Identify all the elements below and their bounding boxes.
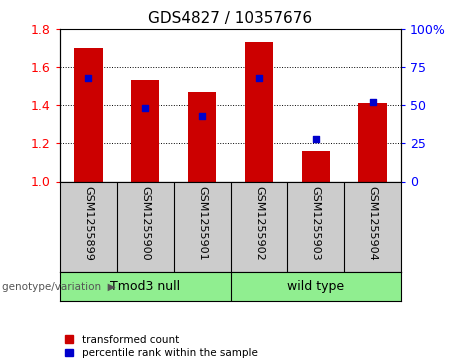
Bar — [131, 81, 160, 182]
Text: GSM1255904: GSM1255904 — [367, 186, 378, 261]
Point — [255, 75, 263, 81]
Point — [142, 105, 149, 111]
Text: wild type: wild type — [287, 280, 344, 293]
Title: GDS4827 / 10357676: GDS4827 / 10357676 — [148, 12, 313, 26]
Bar — [188, 92, 216, 182]
Point — [312, 136, 319, 142]
Legend: transformed count, percentile rank within the sample: transformed count, percentile rank withi… — [65, 335, 258, 358]
Text: GSM1255903: GSM1255903 — [311, 186, 321, 261]
Text: GSM1255900: GSM1255900 — [140, 186, 150, 261]
Text: GSM1255902: GSM1255902 — [254, 186, 264, 261]
Text: GSM1255901: GSM1255901 — [197, 186, 207, 261]
Text: Tmod3 null: Tmod3 null — [110, 280, 180, 293]
Point — [198, 113, 206, 119]
Bar — [245, 42, 273, 182]
Bar — [301, 151, 330, 182]
Text: genotype/variation  ▶: genotype/variation ▶ — [2, 282, 116, 292]
Point — [369, 99, 376, 105]
Bar — [74, 48, 102, 182]
Point — [85, 75, 92, 81]
Bar — [358, 103, 387, 182]
Text: GSM1255899: GSM1255899 — [83, 186, 94, 261]
